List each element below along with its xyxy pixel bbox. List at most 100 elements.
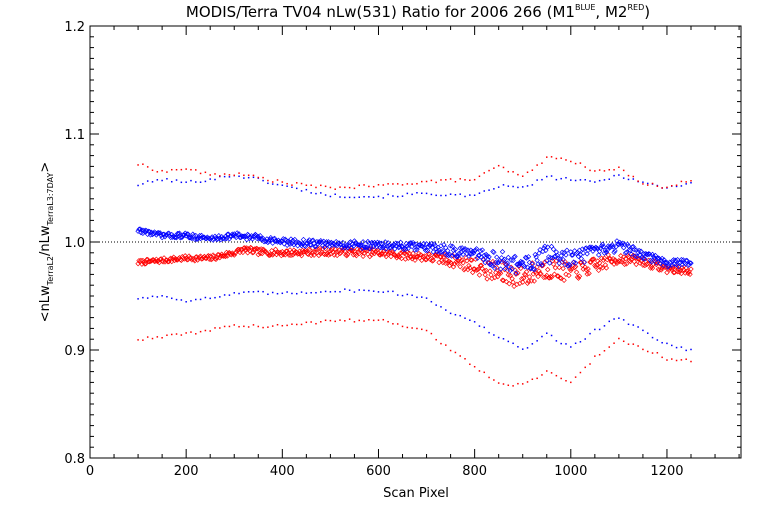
mean-point-red — [533, 270, 539, 277]
mean-point-blue — [565, 263, 571, 269]
band-point-red-lower-band — [646, 350, 649, 353]
mean-point-blue — [687, 260, 693, 266]
band-point-blue-lower-band — [324, 290, 327, 293]
mean-point-blue — [642, 256, 648, 262]
mean-point-red — [576, 273, 583, 279]
band-point-red-lower-band — [531, 378, 534, 381]
mean-point-red — [220, 253, 227, 259]
mean-point-red — [515, 270, 521, 276]
mean-point-blue — [136, 226, 142, 233]
band-point-red-lower-band — [608, 346, 611, 348]
band-point-red-upper-band — [574, 162, 577, 165]
band-point-blue-lower-band — [339, 291, 341, 293]
band-point-blue-upper-band — [214, 178, 216, 181]
mean-point-blue — [558, 252, 564, 259]
mean-point-blue — [397, 239, 404, 246]
band-point-blue-lower-band — [295, 292, 298, 295]
band-point-red-upper-band — [219, 175, 221, 177]
band-point-blue-lower-band — [416, 296, 418, 299]
band-point-red-upper-band — [411, 183, 413, 185]
mean-point-blue — [679, 261, 686, 268]
mean-point-red — [687, 271, 693, 277]
mean-point-red — [189, 257, 195, 263]
mean-point-red — [360, 253, 366, 259]
mean-point-red — [457, 263, 463, 270]
mean-point-blue — [524, 264, 531, 270]
band-point-blue-lower-band — [531, 343, 534, 345]
band-point-red-upper-band — [377, 184, 380, 186]
band-point-red-lower-band — [363, 320, 365, 322]
mean-point-blue — [497, 266, 504, 272]
band-point-blue-lower-band — [151, 295, 154, 298]
band-point-blue-lower-band — [257, 290, 260, 293]
mean-point-blue — [501, 256, 508, 263]
band-point-red-lower-band — [401, 325, 404, 328]
band-point-blue-lower-band — [372, 290, 375, 292]
band-point-red-lower-band — [233, 324, 235, 326]
mean-point-red — [465, 266, 471, 273]
band-point-blue-upper-band — [594, 181, 596, 183]
band-point-red-upper-band — [223, 173, 226, 175]
band-point-red-lower-band — [406, 326, 409, 329]
band-point-blue-upper-band — [396, 195, 399, 198]
mean-point-red — [255, 251, 261, 258]
band-point-blue-lower-band — [348, 289, 351, 291]
mean-point-red — [368, 246, 374, 252]
mean-point-blue — [594, 245, 600, 251]
band-point-red-upper-band — [521, 175, 524, 177]
band-point-red-upper-band — [488, 169, 490, 172]
mean-point-red — [222, 253, 229, 260]
band-point-red-lower-band — [521, 383, 524, 385]
mean-point-red — [513, 271, 519, 277]
mean-point-blue — [486, 254, 492, 260]
mean-point-blue — [505, 254, 511, 261]
band-point-blue-lower-band — [521, 348, 524, 350]
mean-point-blue — [360, 239, 366, 245]
band-point-blue-upper-band — [320, 192, 322, 194]
band-point-blue-upper-band — [512, 185, 514, 188]
mean-point-blue — [647, 257, 654, 264]
band-point-blue-upper-band — [209, 178, 211, 180]
y-axis-label-open: <nLw — [38, 285, 53, 322]
band-point-blue-upper-band — [324, 194, 327, 196]
mean-point-blue — [436, 247, 442, 254]
mean-point-blue — [318, 238, 324, 244]
mean-point-blue — [480, 256, 486, 262]
band-point-red-upper-band — [541, 162, 543, 164]
band-point-blue-upper-band — [642, 181, 644, 183]
band-point-blue-upper-band — [622, 177, 625, 179]
band-point-blue-upper-band — [589, 180, 591, 182]
band-point-blue-lower-band — [300, 291, 303, 293]
band-point-red-upper-band — [401, 184, 404, 186]
band-point-blue-upper-band — [517, 186, 519, 189]
y-axis-label-sub-l2: TerraL2 — [46, 256, 55, 286]
mean-point-blue — [564, 247, 570, 253]
band-point-red-lower-band — [214, 327, 216, 329]
band-point-red-lower-band — [286, 324, 288, 327]
band-point-blue-upper-band — [680, 185, 683, 187]
mean-point-red — [298, 252, 305, 259]
band-point-blue-upper-band — [166, 178, 168, 180]
band-point-red-upper-band — [497, 164, 500, 167]
band-point-blue-lower-band — [608, 320, 611, 323]
band-point-red-upper-band — [238, 172, 240, 174]
band-point-red-upper-band — [579, 162, 582, 164]
mean-point-blue — [202, 235, 209, 242]
band-point-red-lower-band — [190, 331, 192, 333]
band-point-red-lower-band — [632, 343, 635, 345]
mean-point-red — [606, 255, 612, 262]
band-point-red-upper-band — [170, 168, 173, 171]
mean-point-red — [554, 273, 561, 279]
x-tick-label: 200 — [174, 464, 199, 479]
band-point-blue-lower-band — [613, 318, 615, 320]
mean-point-blue — [359, 245, 365, 251]
mean-point-blue — [548, 243, 555, 250]
mean-point-red — [266, 252, 272, 258]
mean-point-red — [595, 267, 602, 274]
band-point-blue-upper-band — [238, 175, 240, 178]
mean-point-blue — [412, 247, 418, 253]
band-point-red-lower-band — [555, 374, 558, 377]
mean-point-red — [422, 256, 429, 263]
mean-point-blue — [595, 252, 602, 258]
mean-point-blue — [581, 259, 587, 266]
